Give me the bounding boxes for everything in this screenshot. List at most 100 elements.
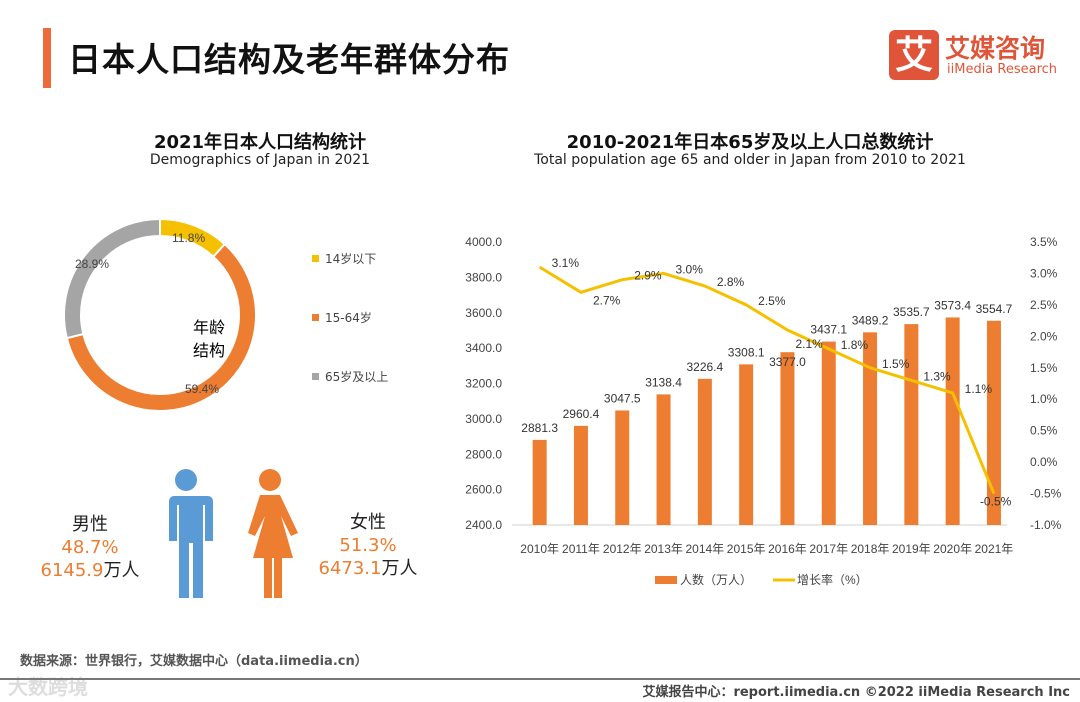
donut-slice-2 — [63, 217, 161, 340]
logo-en: iiMedia Research — [947, 62, 1058, 77]
line-label: 2.1% — [795, 337, 823, 351]
legend-item-under14: 14岁以下 — [312, 250, 388, 267]
y-tick-label: 2400.0 — [465, 518, 502, 532]
title-accent-bar — [43, 28, 51, 88]
line-label: 1.8% — [841, 338, 869, 352]
x-tick-label: 2015年 — [727, 542, 766, 556]
donut-label-2: 28.9% — [75, 257, 109, 271]
bar-label: 3437.1 — [810, 323, 847, 337]
y-tick-label: 3600.0 — [465, 306, 502, 320]
y2-tick-label: 3.0% — [1030, 266, 1058, 280]
male-pct: 48.7% — [61, 537, 119, 558]
donut-label-0: 11.8% — [172, 231, 205, 245]
x-tick-label: 2017年 — [809, 542, 848, 556]
donut-chart: 年龄 结构 11.8% 59.4% 28.9% — [63, 217, 257, 412]
footer-credit: 艾媒报告中心：report.iimedia.cn ©2022 iiMedia R… — [642, 685, 1070, 700]
bar-2016年 — [780, 352, 795, 525]
pie-legend: 14岁以下 15-64岁 65岁及以上 — [312, 250, 388, 385]
legend-swatch — [312, 255, 319, 262]
page-title: 日本人口结构及老年群体分布 — [68, 40, 510, 79]
legend-label: 14岁以下 — [325, 252, 377, 266]
bar-2021年 — [986, 320, 1001, 525]
bar-label: 3573.4 — [934, 298, 971, 312]
female-stats: 女性 51.3% 6473.1万人 — [308, 511, 428, 580]
legend-swatch — [312, 373, 319, 380]
pie-subtitle: Demographics of Japan in 2021 — [149, 152, 371, 168]
logo-mark: 艾 — [889, 30, 939, 80]
y2-tick-label: 1.5% — [1030, 361, 1058, 375]
legend-bar-swatch — [655, 576, 677, 584]
x-tick-label: 2012年 — [603, 542, 642, 556]
legend-line-label: 增长率（%） — [797, 572, 868, 587]
bar-label: 3489.2 — [852, 313, 889, 327]
y-tick-label: 4000.0 — [465, 235, 502, 249]
line-label: 2.5% — [758, 294, 786, 308]
x-tick-label: 2014年 — [685, 542, 724, 556]
line-label: 1.1% — [965, 382, 993, 396]
line-label: 2.8% — [717, 275, 745, 289]
legend-label: 65岁及以上 — [325, 370, 389, 384]
bar-2010年 — [532, 439, 547, 525]
bar-2020年 — [945, 317, 960, 525]
growth-rate-line — [538, 265, 996, 495]
y-tick-label: 3000.0 — [465, 412, 502, 426]
bar-2015年 — [739, 364, 754, 525]
legend-item-65plus: 65岁及以上 — [312, 368, 388, 385]
y2-tick-label: 3.5% — [1030, 235, 1058, 249]
y-tick-label: 2800.0 — [465, 447, 502, 461]
line-label: 1.5% — [882, 357, 910, 371]
y-tick-label: 3200.0 — [465, 377, 502, 391]
footer-divider — [0, 678, 1080, 680]
x-tick-label: 2013年 — [644, 542, 683, 556]
bar-subtitle: Total population age 65 and older in Jap… — [534, 152, 966, 168]
line-label: -0.5% — [980, 495, 1012, 509]
male-figure-icon — [164, 469, 213, 598]
source-note: 数据来源：世界银行，艾媒数据中心（data.iimedia.cn） — [20, 654, 368, 669]
male-unit: 万人 — [103, 560, 140, 581]
male-num: 6145.9 — [40, 560, 104, 581]
x-tick-label: 2018年 — [851, 542, 890, 556]
y2-tick-label: 2.5% — [1030, 298, 1058, 312]
x-tick-label: 2019年 — [892, 542, 931, 556]
watermark: 大数跨境 — [8, 675, 88, 699]
legend-label: 15-64岁 — [325, 311, 372, 325]
legend-bar-label: 人数（万人） — [680, 572, 752, 587]
female-label: 女性 — [350, 512, 386, 533]
y2-tick-label: 0.0% — [1030, 455, 1058, 469]
line-label: 1.3% — [923, 369, 951, 383]
logo-cn: 艾媒咨询 — [945, 34, 1046, 63]
x-tick-label: 2016年 — [768, 542, 807, 556]
bar-2011年 — [573, 425, 588, 525]
y2-tick-label: 1.0% — [1030, 392, 1058, 406]
bar-label: 3535.7 — [893, 305, 930, 319]
line-label: 3.1% — [552, 256, 580, 270]
y2-tick-label: -1.0% — [1030, 518, 1062, 532]
bar-label: 3554.7 — [976, 302, 1013, 316]
bar-2019年 — [904, 324, 919, 525]
x-tick-label: 2021年 — [975, 542, 1014, 556]
line-label: 3.0% — [676, 262, 704, 276]
bar-title: 2010-2021年日本65岁及以上人口总数统计 — [566, 132, 934, 153]
x-tick-label: 2020年 — [933, 542, 972, 556]
pie-title: 2021年日本人口结构统计 — [153, 132, 367, 153]
legend-swatch — [312, 314, 319, 321]
bar-2012年 — [615, 410, 630, 525]
bar-2013年 — [656, 394, 671, 525]
bar-label: 3377.0 — [769, 355, 806, 369]
female-num: 6473.1 — [318, 558, 382, 579]
female-unit: 万人 — [381, 558, 418, 579]
y-tick-label: 3400.0 — [465, 341, 502, 355]
bar-label: 2960.4 — [563, 407, 600, 421]
donut-label-1: 59.4% — [185, 382, 219, 396]
bar-2014年 — [697, 378, 712, 525]
bar-label: 3138.4 — [645, 375, 682, 389]
bar-label: 3308.1 — [728, 345, 765, 359]
bar-2017年 — [821, 341, 836, 525]
donut-center-label-2: 结构 — [193, 342, 225, 360]
bar-legend: 人数（万人） 增长率（%） — [655, 572, 868, 587]
bar-label: 3047.5 — [604, 391, 641, 405]
y-tick-label: 3800.0 — [465, 270, 502, 284]
donut-center-label-1: 年龄 — [193, 319, 225, 337]
male-label: 男性 — [72, 514, 108, 535]
line-label: 2.9% — [634, 269, 662, 283]
